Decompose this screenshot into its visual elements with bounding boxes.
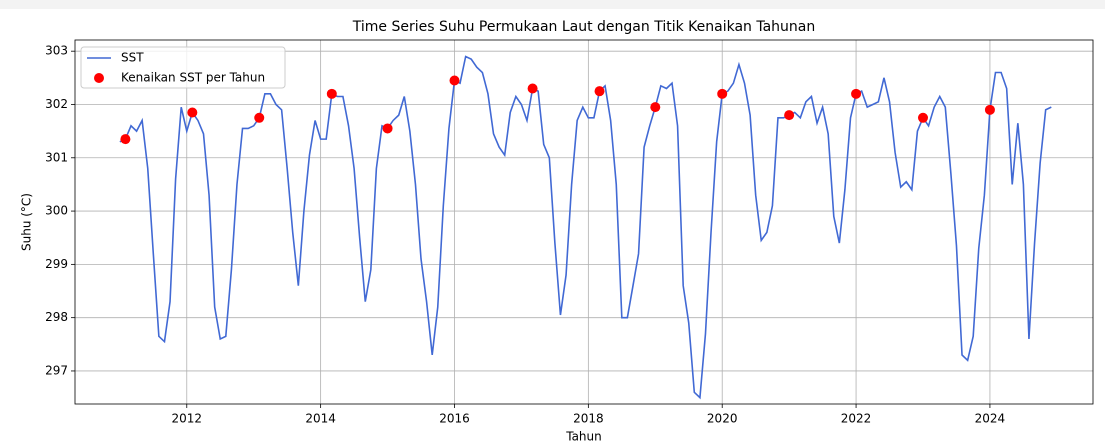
- point: [254, 112, 265, 123]
- y-tick-label: 300: [45, 204, 68, 218]
- x-tick-label: 2018: [573, 412, 604, 426]
- y-tick-label: 302: [45, 97, 68, 111]
- point: [984, 104, 995, 115]
- y-axis-label: Suhu (°C): [20, 193, 34, 251]
- point: [717, 88, 728, 99]
- legend-label: Kenaikan SST per Tahun: [121, 71, 265, 85]
- point: [784, 110, 795, 121]
- y-tick-label: 299: [45, 257, 68, 271]
- y-tick-label: 301: [45, 150, 68, 164]
- point: [917, 112, 928, 123]
- point: [120, 134, 131, 145]
- point: [594, 86, 605, 97]
- legend-label: SST: [121, 51, 144, 65]
- y-tick-label: 303: [45, 44, 68, 58]
- x-tick-label: 2014: [305, 412, 336, 426]
- point: [650, 102, 661, 113]
- point: [527, 83, 538, 94]
- point: [851, 88, 862, 99]
- x-tick-label: 2024: [975, 412, 1006, 426]
- legend-box: [80, 46, 286, 89]
- x-tick-label: 2012: [171, 412, 202, 426]
- legend: SST Kenaikan SST per Tahun: [80, 46, 286, 89]
- chart-title: Time Series Suhu Permukaan Laut dengan T…: [352, 19, 815, 35]
- x-axis-label: Tahun: [565, 430, 602, 444]
- point: [382, 123, 393, 134]
- sst-line: [119, 55, 1052, 400]
- y-tick-label: 297: [45, 363, 68, 377]
- x-tick-label: 2020: [707, 412, 738, 426]
- cell-border: [0, 0, 1105, 9]
- y-tick-label: 298: [45, 310, 68, 324]
- point: [326, 88, 337, 99]
- x-tick-label: 2022: [841, 412, 872, 426]
- legend-marker: [94, 73, 104, 83]
- point: [187, 107, 198, 118]
- plot-frame: [74, 39, 1094, 405]
- point: [449, 75, 460, 86]
- x-tick-label: 2016: [439, 412, 470, 426]
